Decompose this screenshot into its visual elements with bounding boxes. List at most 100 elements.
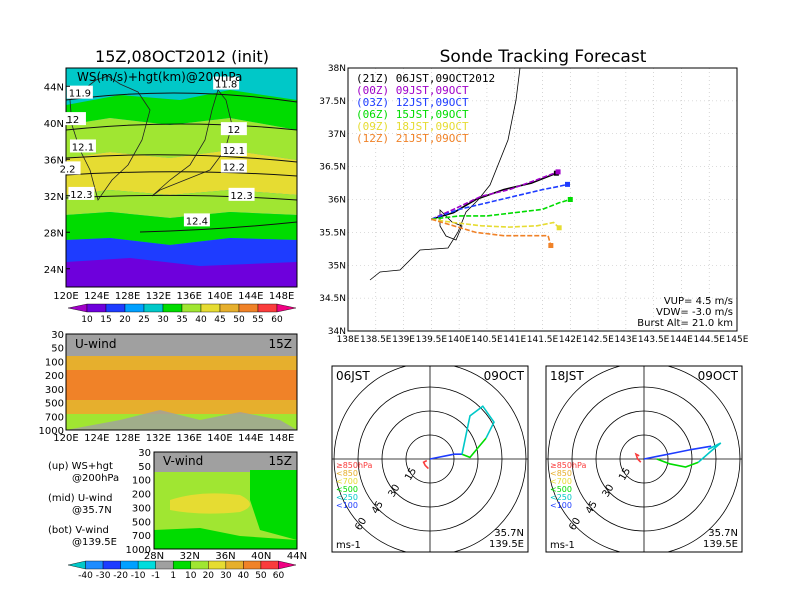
colorbar-tick: 15: [100, 315, 111, 325]
colorbar-swatch: [124, 303, 145, 313]
u-wind-x-tick: 136E: [176, 433, 201, 444]
contour-label-box: [220, 143, 247, 157]
colorbar-swatch: [137, 560, 156, 570]
contour-label: 12.1: [223, 146, 245, 157]
map-lat-tick: 44N: [44, 82, 64, 93]
hodo-ring-label: 15: [403, 466, 419, 483]
u-wind-time: 15Z: [269, 337, 293, 351]
colorbar-swatch: [219, 303, 240, 313]
map-field-label: WS(m/s)+hgt(km)@200hPa: [77, 70, 242, 84]
colorbar-swatch: [208, 560, 227, 570]
colorbar-tick: 40: [238, 571, 250, 581]
track-line: [431, 183, 568, 220]
u-wind-y-tick: 1000: [39, 426, 64, 437]
colorbar-tick: 45: [214, 315, 225, 325]
panel-notes: (up) WS+hgt@200hPa (mid) U-wind@35.7N (bot…: [48, 461, 119, 548]
colorbar-swatch: [67, 303, 88, 313]
ws-colorbar: 10 15 20 25 30 35 40 45 50 55 60: [67, 303, 297, 325]
track-line: [431, 171, 559, 220]
hodo-trace: [643, 445, 712, 460]
v-wind-y-tick: 50: [138, 462, 151, 473]
u-wind-x-tick: 148E: [269, 433, 294, 444]
colorbar-tick: 10: [81, 315, 93, 325]
contour-label-box: [68, 186, 95, 200]
hodo-date: 09OCT: [484, 369, 525, 383]
track-lon-tick: 144.5E: [693, 335, 725, 345]
v-wind-y-tick: 300: [132, 503, 151, 514]
track-lon-axis: 138E 138.5E 139E 139.5E 140E 140.5E 141E 141.5E…: [337, 335, 749, 345]
track-gridlines: [348, 68, 737, 331]
map-lon-tick: 144E: [238, 291, 263, 302]
colorbar-tick: -1: [151, 571, 160, 581]
v-wind-y-tick: 500: [132, 517, 151, 528]
map-lon-tick: 128E: [115, 291, 140, 302]
u-wind-x-tick: 144E: [238, 433, 263, 444]
v-wind-y-tick: 200: [132, 490, 151, 501]
hodo-legend-item: <500: [550, 485, 572, 494]
colorbar-tick: -20: [113, 571, 128, 581]
contour-label-box: [183, 213, 210, 227]
track-end-marker: [565, 181, 571, 187]
track-legend-item: (21Z) 06JST,09OCT2012: [356, 72, 495, 85]
colorbar-tick: 60: [273, 571, 285, 581]
v-wind-x-tick: 28N: [144, 551, 164, 562]
map-lon-tick: 148E: [269, 291, 294, 302]
track-legend-item: (03Z) 12JST,09OCT: [356, 96, 469, 109]
v-wind-x-tick: 32N: [180, 551, 200, 562]
hodo-legend-item: <100: [550, 501, 572, 510]
colorbar-tick: 60: [271, 315, 283, 325]
u-wind-x-tick: 124E: [84, 433, 109, 444]
u-wind-y-tick: 200: [45, 371, 64, 382]
map-lat-tick: 36N: [44, 155, 64, 166]
contour-label: 12: [227, 125, 240, 136]
track-legend-item: (06Z) 15JST,09OCT: [356, 108, 469, 121]
track-end-marker: [548, 243, 554, 249]
contour-label-box: [220, 159, 247, 173]
note-line: @200hPa: [72, 473, 119, 484]
contour-label-box: [59, 112, 86, 126]
track-info-line: VUP= 4.5 m/s: [664, 296, 733, 307]
track-line: [431, 198, 571, 221]
colorbar-swatch: [238, 303, 259, 313]
contour-label-box: [213, 76, 240, 90]
hodo-date: 09OCT: [698, 369, 739, 383]
u-wind-y-axis: 30 50 100 200 300 500 700 1000: [39, 330, 64, 437]
v-wind-x-tick: 44N: [287, 551, 307, 562]
u-wind-y-tick: 50: [51, 344, 64, 355]
note-line: (up) WS+hgt: [48, 461, 113, 472]
contour-label: 2.2: [60, 164, 76, 175]
track-lat-tick: 37.5N: [319, 97, 346, 107]
colorbar-tick: 35: [176, 315, 187, 325]
colorbar-tick: 25: [138, 315, 149, 325]
colorbar-swatch: [173, 560, 191, 570]
map-lon-tick: 132E: [146, 291, 171, 302]
colorbar-swatch: [155, 560, 174, 570]
track-end-marker: [555, 169, 561, 175]
track-line: [431, 172, 557, 220]
track-legend-item: (00Z) 09JST,09OCT: [356, 84, 469, 97]
track-legend-item: (12Z) 21JST,09OCT: [356, 132, 469, 145]
track-lon-tick: 139E: [392, 335, 415, 345]
hodo-trace: [656, 458, 699, 468]
track-lon-tick: 141.5E: [527, 335, 559, 345]
track-lon-tick: 142.5E: [582, 335, 614, 345]
track-lon-tick: 144E: [670, 335, 693, 345]
hodo-trace: [422, 459, 429, 470]
map-lat-axis: 44N 40N 36N 32N 28N 24N: [44, 82, 70, 276]
track-info-line: Burst Alt= 21.0 km: [637, 318, 733, 329]
track-lon-tick: 140E: [448, 335, 471, 345]
colorbar-swatch: [225, 560, 244, 570]
map-lon-tick: 120E: [53, 291, 78, 302]
track-end-marker: [567, 197, 573, 202]
track-series: [431, 169, 573, 249]
v-wind-label: V-wind: [163, 454, 203, 468]
contour-label: 12.1: [72, 142, 94, 153]
u-wind-x-axis: 120E 124E 128E 132E 136E 140E 144E 148E: [53, 433, 294, 444]
colorbar-swatch: [105, 303, 126, 313]
map-lat-tick: 40N: [44, 119, 64, 130]
hodo-trace: [461, 437, 487, 459]
track-lon-tick: 140.5E: [471, 335, 503, 345]
hodo-unit: ms-1: [550, 540, 575, 551]
